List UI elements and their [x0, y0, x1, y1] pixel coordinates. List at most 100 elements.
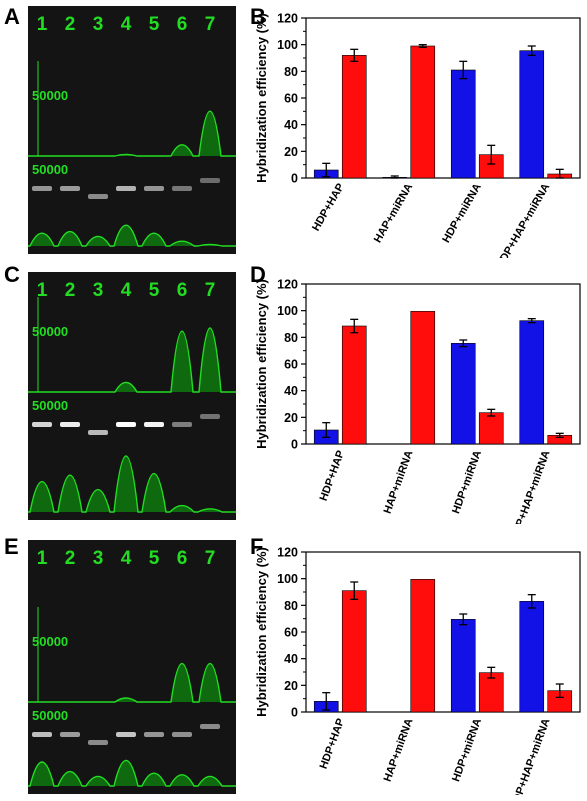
- category-label: HAP+miRNA: [382, 449, 416, 515]
- y-tick-label: 60: [284, 92, 298, 106]
- bar-blue-3: [519, 601, 545, 713]
- gel-svg-a: 1 2 3 4 5 6 7 50000 50000: [28, 6, 236, 254]
- gel-band-3: [88, 740, 108, 745]
- panel-letter-b: B: [250, 4, 266, 29]
- gel-band-7: [200, 724, 220, 729]
- y-tick-label: 80: [284, 331, 298, 345]
- category-label: HDP+HAP+miRNA: [508, 449, 552, 524]
- y-tick-label: 100: [277, 38, 298, 52]
- scale-label-bottom: 50000: [32, 708, 68, 723]
- bar-chart-f-svg: 0 20 40 60 80 100 120 Hybridization efficiency …: [254, 546, 581, 795]
- bar-blue-2: [450, 69, 476, 179]
- lane-label-3: 3: [93, 548, 104, 569]
- bar-red-2: [478, 672, 504, 713]
- scale-label-top: 50000: [32, 324, 68, 339]
- gel-background: [28, 6, 236, 254]
- bar-blue-3: [519, 50, 545, 179]
- y-axis-label: Hybridization efficiency (%): [254, 279, 269, 449]
- panel-letter-c: C: [4, 262, 20, 287]
- gel-band-7: [200, 178, 220, 183]
- gel-band-3: [88, 430, 108, 435]
- gel-band-1: [32, 422, 52, 427]
- gel-band-6: [172, 422, 192, 427]
- gel-band-2: [60, 422, 80, 427]
- gel-band-1: [32, 732, 52, 737]
- y-tick-label: 60: [284, 358, 298, 372]
- y-tick-label: 80: [284, 65, 298, 79]
- gel-band-2: [60, 732, 80, 737]
- category-label: HDP+HAP: [310, 182, 347, 234]
- bar-red-1: [410, 311, 436, 445]
- gel-band-6: [172, 186, 192, 191]
- y-tick-label: 60: [284, 626, 298, 640]
- lane-label-6: 6: [177, 280, 188, 301]
- bar-red-1: [410, 45, 436, 179]
- gel-band-6: [172, 732, 192, 737]
- lane-label-4: 4: [121, 14, 132, 35]
- lane-label-2: 2: [65, 280, 76, 301]
- scale-label-top: 50000: [32, 88, 68, 103]
- panel-letter-e: E: [4, 534, 19, 559]
- lane-label-1: 1: [37, 14, 48, 35]
- category-label: HDP+HAP+miRNA: [508, 717, 552, 795]
- gel-band-2: [60, 186, 80, 191]
- lane-label-7: 7: [205, 280, 216, 301]
- gel-band-4: [116, 422, 136, 427]
- lane-label-7: 7: [205, 14, 216, 35]
- y-axis-label: Hybridization efficiency (%): [254, 547, 269, 717]
- gel-image-a: 1 2 3 4 5 6 7 50000 50000: [28, 6, 236, 254]
- lane-label-5: 5: [149, 280, 160, 301]
- gel-image-e: 1 2 3 4 5 6 7 50000 50000: [28, 540, 236, 794]
- lane-label-4: 4: [121, 280, 132, 301]
- densitometry-trace-bottom: [28, 760, 236, 787]
- gel-band-4: [116, 732, 136, 737]
- category-label: HDP+HAP: [318, 449, 347, 503]
- gel-image-c: 1 2 3 4 5 6 7 50000 50000: [28, 272, 236, 520]
- gel-band-7: [200, 414, 220, 419]
- scale-label-bottom: 50000: [32, 398, 68, 413]
- lane-label-5: 5: [149, 14, 160, 35]
- gel-band-3: [88, 194, 108, 199]
- bar-red-0: [341, 325, 367, 445]
- bar-red-2: [478, 412, 504, 445]
- bar-red-1: [410, 579, 436, 713]
- gel-band-4: [116, 186, 136, 191]
- category-label: HAP+miRNA: [372, 181, 416, 244]
- gel-band-5: [144, 186, 164, 191]
- lane-label-2: 2: [65, 548, 76, 569]
- y-tick-label: 20: [284, 411, 298, 425]
- y-tick-label: 80: [284, 599, 298, 613]
- category-label: HDP+HAP: [318, 717, 347, 771]
- category-label: HDP+miRNA: [450, 717, 484, 783]
- bar-blue-3: [519, 320, 545, 445]
- y-tick-label: 120: [277, 278, 298, 292]
- bar-red-0: [341, 590, 367, 713]
- lane-label-6: 6: [177, 548, 188, 569]
- gel-background: [28, 540, 236, 794]
- bar-chart-d-svg: 0 20 40 60 80 100 120 Hybridization efficiency …: [254, 278, 581, 524]
- y-tick-label: 40: [284, 384, 298, 398]
- y-tick-label: 20: [284, 145, 298, 159]
- bar-red-0: [341, 55, 367, 179]
- category-label: HDP+miRNA: [440, 181, 484, 244]
- bar-blue-2: [450, 343, 476, 445]
- bar-chart-d: 0 20 40 60 80 100 120 Hybridization efficiency …: [244, 272, 584, 524]
- y-tick-label: 100: [277, 304, 298, 318]
- panel-letter-f: F: [250, 534, 264, 559]
- gel-svg-c: 1 2 3 4 5 6 7 50000 50000: [28, 272, 236, 520]
- y-tick-label: 120: [277, 546, 298, 560]
- gel-band-1: [32, 186, 52, 191]
- panel-letter-d: D: [250, 262, 266, 287]
- lane-label-3: 3: [93, 14, 104, 35]
- lane-label-6: 6: [177, 14, 188, 35]
- lane-label-7: 7: [205, 548, 216, 569]
- lane-label-4: 4: [121, 548, 132, 569]
- densitometry-trace-top: [28, 327, 236, 393]
- y-tick-label: 40: [284, 118, 298, 132]
- bar-chart-f: 0 20 40 60 80 100 120 Hybridization efficiency …: [244, 540, 584, 795]
- gel-band-5: [144, 422, 164, 427]
- gel-svg-e: 1 2 3 4 5 6 7 50000 50000: [28, 540, 236, 794]
- scale-label-bottom: 50000: [32, 162, 68, 177]
- category-label: HDP+miRNA: [450, 449, 484, 515]
- lane-label-2: 2: [65, 14, 76, 35]
